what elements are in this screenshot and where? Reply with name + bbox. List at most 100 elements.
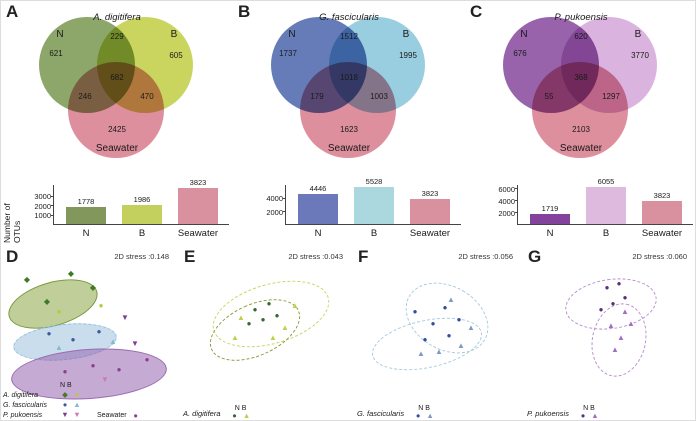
legend-marker: ◆ [62,390,68,400]
panel-letter: G [528,247,542,266]
data-point: ▲ [269,333,277,342]
bar [642,200,682,224]
venn-count-bsw: 470 [140,92,154,101]
y-tick-label: 2000 [498,208,515,218]
y-tick-mark [283,211,286,213]
data-point: ▼ [101,375,109,384]
data-point: ● [246,319,252,328]
y-tick-mark [515,212,518,214]
y-tick-mark [283,197,286,199]
data-point: ◆ [43,297,51,306]
venn-label-n: N [288,29,296,40]
panel-letter: B [238,2,251,21]
y-tick-mark [515,200,518,202]
nmds-plot: ● ● ● ● ● ▲ ▲ ▲ ▲ ▲ [179,258,353,394]
data-point: ▲ [621,307,629,316]
bar-category-label: B [370,228,378,239]
venn-circle-seawater [68,62,164,158]
y-tick-label: 2000 [266,207,283,217]
venn-label-seawater: Seawater [559,143,603,154]
data-point: ● [274,311,280,320]
data-point: ▲ [435,347,443,356]
venn-count-seawater: 2103 [572,125,590,134]
legend: A. digitifera N B ● ▲ [183,405,253,420]
data-point: ● [252,305,258,314]
species-title: P. pukoensis [554,12,608,23]
data-point: ● [90,361,96,370]
panel-letter: D [6,247,19,266]
bar [530,213,570,224]
panel-c: C P. pukoensis N 676 620 B 3770 368 55 1… [465,1,695,246]
panel-f: F 2D stress :0.056 ● ● ● ● ● ● ▲ ▲ ▲ ▲ ▲ G. fascic… [353,246,523,420]
legend-marker: ▲ [591,410,599,420]
legend-row: P. pukoensis ▼ ▼ [3,410,175,420]
venn-count-seawater: 1623 [340,125,358,134]
bar [66,207,106,224]
data-point: ● [412,307,418,316]
data-point: ▲ [457,341,465,350]
data-point: ● [144,355,150,364]
venn-label-n: N [520,29,528,40]
bar-plot: 1000 2000 3000 1778 N 1986 B 3823 Seawater [34,178,229,239]
legend-species-label: A. digitifera [183,409,221,418]
legend-marker: ● [580,410,586,420]
data-point: ● [442,303,448,312]
venn-diagram: P. pukoensis N 676 620 B 3770 368 55 129… [481,5,681,179]
panel-a: A A. digitifera N 621 229 B 605 682 246 … [1,1,233,246]
data-point: ● [70,335,76,344]
legend-marker: ▲ [242,410,251,420]
bar-category-label: Seawater [177,228,219,239]
venn-count-nsw: 55 [544,92,554,101]
venn-label-b: B [402,29,410,40]
data-point: ● [598,305,604,314]
bar-plot: 2000 4000 6000 1719 N 6055 B 3823 Seawater [498,177,693,239]
bar-value-label: 3823 [421,188,439,198]
venn-count-bsw: 1297 [602,92,620,101]
legend: N B A. digitifera ◆ ● G. fascicularis ● … [3,382,175,420]
bar [586,187,626,224]
panel-g: G 2D stress :0.060 ● ● ● ● ● ▲ ▲ ▲ ▲ ▲ P. pukoens… [523,246,695,420]
y-tick-label: 1000 [34,211,51,221]
stress-label: 2D stress :0.043 [288,252,343,261]
y-tick-label: 4000 [498,196,515,206]
bar [298,194,338,224]
bar-category-label: N [82,228,90,239]
venn-count-n: 676 [513,49,527,58]
data-point: ◆ [67,269,75,278]
venn-label-seawater: Seawater [95,143,139,154]
venn-circle-seawater [300,62,396,158]
data-point: ▲ [617,333,625,342]
data-point: ● [62,367,68,376]
species-title: G. fascicularis [319,12,379,23]
venn-diagram: A. digitifera N 621 229 B 605 682 246 47… [17,5,217,179]
venn-count-center: 1018 [340,73,358,82]
venn-label-seawater: Seawater [327,143,371,154]
legend: G. fascicularis N B ● ▲ [357,405,436,420]
legend-marker: ▲ [73,400,81,410]
venn-count-b: 605 [169,51,183,60]
legend-marker: ● [232,410,237,420]
panel-letter: F [358,247,369,266]
data-point: ● [46,329,52,338]
venn-diagram: G. fascicularis N 1737 1512 B 1995 1018 … [249,5,449,179]
data-point: ◆ [23,275,31,284]
legend-marker: ● [133,410,138,420]
data-point: ● [266,299,272,308]
bar-category-label: N [546,228,554,239]
bar [178,187,218,224]
data-point: ▲ [231,333,239,342]
data-point: ● [622,293,628,302]
legend-marker: ▼ [73,410,81,420]
venn-label-b: B [634,29,642,40]
legend-row: A. digitifera ◆ ● [3,390,175,400]
panel-letter: A [6,2,19,21]
legend-columns: N B ● ▲ [229,405,253,420]
data-point: ● [610,299,616,308]
venn-count-b: 1995 [399,51,417,60]
data-point: ● [446,331,452,340]
nmds-plot: ◆ ◆ ◆ ◆ ● ● ● ● ● ▲ ▲ ▼ ▼ ▼ ● ● ● ● [1,258,179,405]
data-point: ▲ [237,313,245,322]
legend-species-label: P. pukoensis [3,411,43,419]
data-point: ◆ [89,283,97,292]
